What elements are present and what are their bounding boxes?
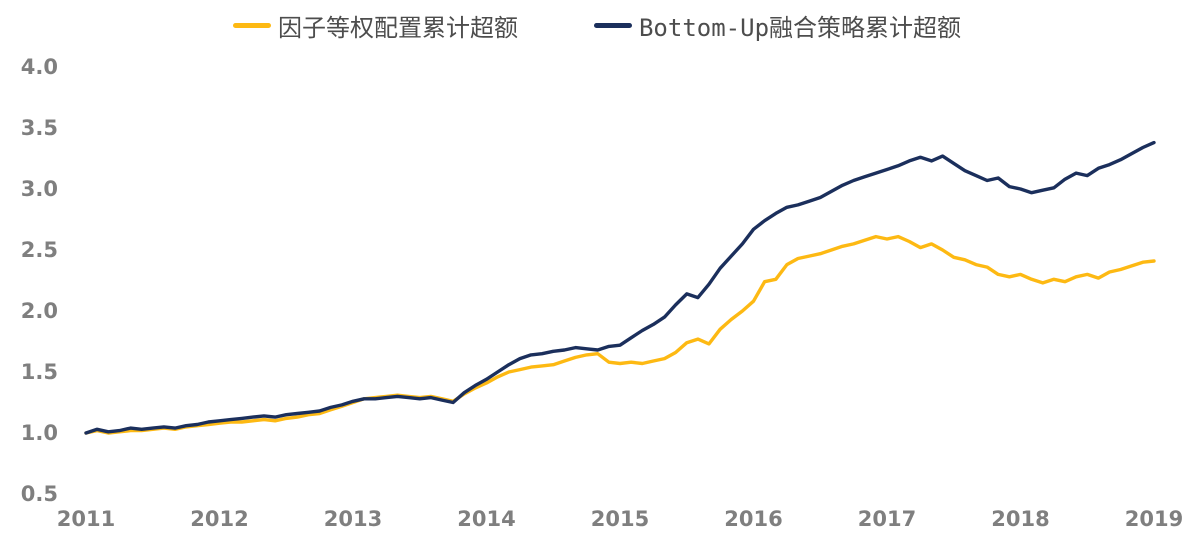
- y-tick-label-0.5: 0.5: [21, 482, 58, 506]
- legend-item-factor-equal-weight: 因子等权配置累计超额: [232, 8, 518, 43]
- y-tick-label-3.0: 3.0: [21, 177, 58, 201]
- y-tick-label-4.0: 4.0: [21, 55, 58, 79]
- series-line-1: [84, 140, 1156, 435]
- legend-label-factor-equal-weight: 因子等权配置累计超额: [277, 14, 518, 42]
- x-tick-label-2013: 2013: [324, 507, 382, 531]
- x-tick-label-2019: 2019: [1125, 507, 1183, 531]
- x-tick-label-2017: 2017: [858, 507, 916, 531]
- legend-item-bottom-up-fusion: Bottom-Up融合策略累计超额: [593, 8, 962, 43]
- legend-line-swatch-navy: [593, 23, 632, 28]
- x-tick-label-2012: 2012: [190, 507, 248, 531]
- legend-line-swatch-yellow: [232, 23, 271, 28]
- y-tick-label-1.5: 1.5: [21, 360, 58, 384]
- x-tick-label-2011: 2011: [57, 507, 115, 531]
- y-tick-label-2.5: 2.5: [21, 238, 58, 262]
- x-tick-label-2016: 2016: [724, 507, 782, 531]
- legend-label-bottom-up-fusion: Bottom-Up融合策略累计超额: [638, 14, 962, 42]
- y-tick-label-1.0: 1.0: [21, 421, 58, 445]
- x-tick-label-2014: 2014: [457, 507, 515, 531]
- x-tick-label-2018: 2018: [991, 507, 1049, 531]
- chart-legend: 因子等权配置累计超额 Bottom-Up融合策略累计超额: [0, 8, 1194, 43]
- y-tick-label-2.0: 2.0: [21, 299, 58, 323]
- series-line-0: [84, 234, 1156, 435]
- y-tick-label-3.5: 3.5: [21, 116, 58, 140]
- x-tick-label-2015: 2015: [591, 507, 649, 531]
